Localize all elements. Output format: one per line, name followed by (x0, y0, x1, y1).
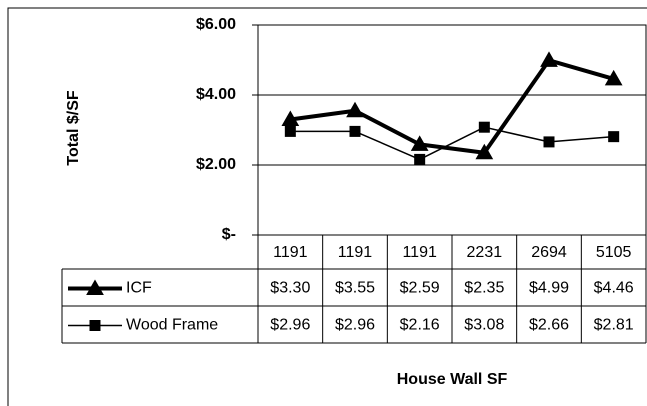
data-point (478, 121, 490, 133)
y-axis-label: Total $/SF (65, 90, 82, 165)
data-point (475, 143, 494, 160)
data-point (543, 136, 555, 148)
x-tick-label: 2231 (467, 244, 503, 261)
legend-label: Wood Frame (126, 317, 218, 334)
y-tick-label: $2.00 (196, 156, 236, 173)
data-table-value: $3.30 (270, 280, 310, 297)
y-tick-label: $6.00 (196, 16, 236, 33)
series-line (290, 58, 615, 155)
data-table-value: $4.99 (529, 280, 569, 297)
data-table-value: $4.46 (594, 280, 634, 297)
data-table-value: $2.81 (594, 317, 634, 334)
data-point (414, 153, 426, 165)
chart-frame (7, 7, 647, 406)
plot-area (257, 24, 647, 236)
data-table-value: $2.35 (464, 280, 504, 297)
data-point (349, 125, 361, 137)
legend-marker (86, 279, 104, 295)
data-table-value: $2.16 (400, 317, 440, 334)
x-tick-label: 5105 (596, 244, 632, 261)
x-tick-label: 1191 (402, 244, 437, 261)
y-tick-label: $4.00 (196, 86, 236, 103)
legend-label: ICF (126, 280, 152, 297)
data-point (346, 101, 364, 118)
data-table-value: $3.55 (335, 280, 375, 297)
x-tick-label: 1191 (338, 244, 373, 261)
data-point (608, 131, 620, 143)
legend-marker (89, 320, 101, 331)
data-point (540, 51, 558, 67)
data-table-value: $2.59 (400, 280, 440, 297)
series-line (290, 126, 614, 161)
x-axis-label: House Wall SF (397, 371, 508, 388)
y-tick-label: $- (222, 226, 236, 243)
x-tick-label: 2694 (531, 244, 567, 261)
data-table-value: $2.96 (270, 317, 310, 334)
data-point (410, 135, 429, 151)
data-point (284, 125, 296, 137)
data-point (281, 110, 300, 126)
data-table-value: $3.08 (464, 317, 504, 334)
data-point (604, 69, 623, 86)
data-table-value: $2.66 (529, 317, 569, 334)
x-tick-label: 1191 (273, 244, 308, 261)
data-table-value: $2.96 (335, 317, 375, 334)
